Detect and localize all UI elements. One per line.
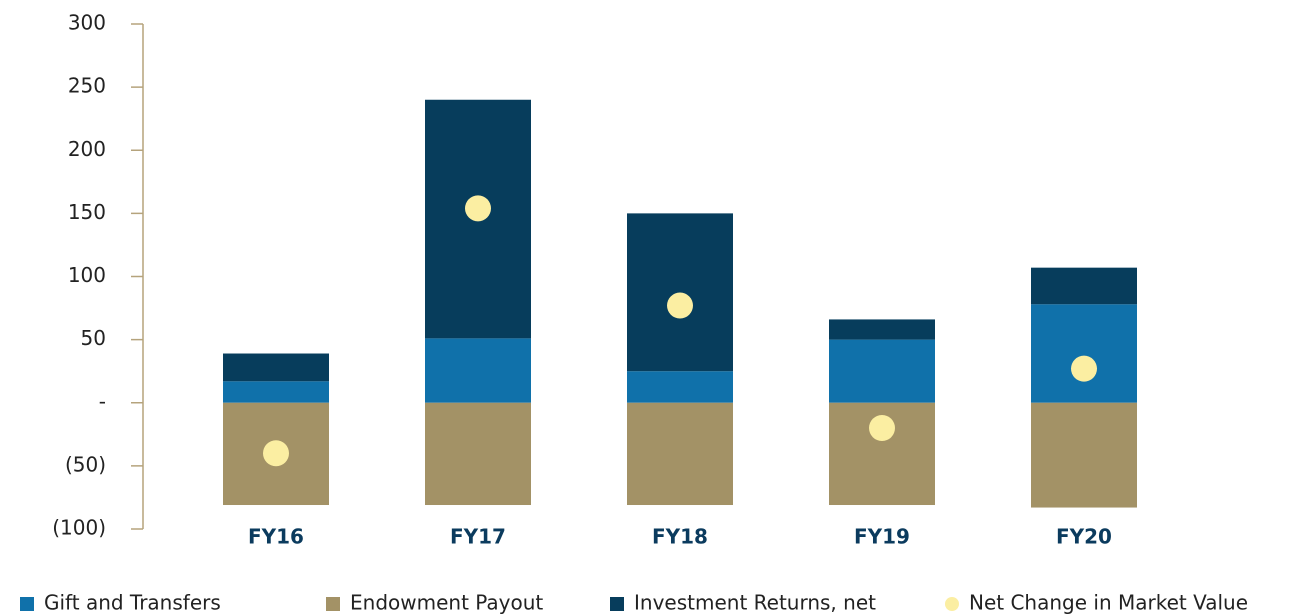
legend-swatch — [326, 597, 340, 611]
bar — [829, 339, 935, 403]
y-tick-label: 300 — [68, 11, 106, 35]
x-tick-label: FY16 — [248, 525, 304, 549]
dot — [667, 292, 693, 319]
dot — [263, 440, 289, 467]
bar — [627, 371, 733, 403]
y-tick-label: 100 — [68, 263, 106, 287]
bar — [1031, 402, 1137, 508]
x-tick-label: FY17 — [450, 525, 506, 549]
bar — [223, 381, 329, 403]
dot — [1071, 355, 1097, 382]
x-tick-label: FY19 — [854, 525, 910, 549]
dot — [465, 195, 491, 222]
legend-label: Gift and Transfers — [44, 591, 221, 615]
x-tick-label: FY18 — [652, 525, 708, 549]
bar — [425, 402, 531, 506]
legend-swatch — [20, 597, 34, 611]
dot — [869, 415, 895, 441]
legend-label: Investment Returns, net — [634, 591, 876, 615]
legend-swatch — [610, 597, 624, 611]
y-tick-label: 250 — [68, 74, 106, 98]
y-tick-label: (100) — [52, 516, 106, 540]
bar — [1031, 267, 1137, 305]
x-tick-label: FY20 — [1056, 525, 1112, 549]
bar — [1031, 304, 1137, 403]
bar — [627, 213, 733, 372]
y-tick-label: 200 — [68, 137, 106, 161]
bar — [829, 319, 935, 340]
y-tick-label: 50 — [81, 326, 106, 350]
bar — [223, 353, 329, 382]
bar — [627, 402, 733, 506]
legend-label: Net Change in Market Value — [969, 591, 1248, 615]
y-tick-label: - — [99, 389, 106, 413]
legend-swatch — [945, 597, 959, 611]
y-tick-label: 150 — [68, 200, 106, 224]
legend-label: Endowment Payout — [350, 591, 543, 615]
y-tick-label: (50) — [65, 452, 106, 476]
bar — [425, 338, 531, 403]
